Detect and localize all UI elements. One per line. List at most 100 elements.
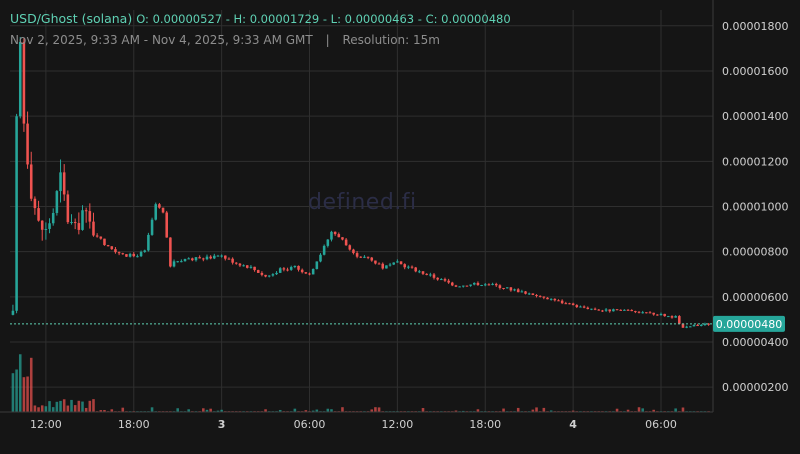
volume-bar xyxy=(48,401,51,412)
candle-body xyxy=(451,282,454,286)
candle-body xyxy=(77,223,81,230)
candle-body xyxy=(692,325,696,327)
candle-body xyxy=(256,270,260,273)
volume-bar xyxy=(99,410,103,412)
candle-body xyxy=(593,308,597,310)
y-tick-label: 0.00001600 xyxy=(722,65,788,78)
candle-body xyxy=(22,41,26,124)
candle-body xyxy=(582,306,586,308)
candle-body xyxy=(418,271,421,273)
chart-legend: USD/Ghost (solana) O: 0.00000527 - H: 0.… xyxy=(10,11,511,26)
candle-body xyxy=(245,265,249,268)
candle-body xyxy=(575,305,579,308)
candle-body xyxy=(549,298,553,300)
candle-body xyxy=(447,280,450,283)
volume-bar xyxy=(370,409,374,412)
volume-bar xyxy=(29,357,33,412)
candle-body xyxy=(132,253,136,257)
candle-body xyxy=(92,221,95,236)
candle-body xyxy=(114,249,117,253)
candle-body xyxy=(524,291,527,294)
volume-bar xyxy=(92,399,95,412)
candle-body xyxy=(432,274,436,278)
candle-body xyxy=(139,251,143,257)
candle-body xyxy=(370,257,374,261)
candle-body xyxy=(564,303,568,305)
candle-body xyxy=(407,266,410,268)
candle-body xyxy=(70,222,73,224)
candle-body xyxy=(103,238,106,246)
candle-body xyxy=(348,245,352,250)
candle-body xyxy=(158,204,161,208)
candle-body xyxy=(73,222,77,224)
volume-bar xyxy=(51,407,55,412)
volume-bar xyxy=(264,409,267,412)
candle-body xyxy=(615,309,619,311)
volume-bar xyxy=(315,409,319,412)
volume-bar xyxy=(33,405,37,412)
candle-body xyxy=(608,309,612,312)
volume-bar xyxy=(77,400,81,412)
candle-body xyxy=(531,293,535,295)
candle-body xyxy=(282,268,286,270)
candle-body xyxy=(169,237,172,267)
candle-body xyxy=(674,316,677,318)
volume-bar xyxy=(66,405,70,412)
x-tick-label: 06:00 xyxy=(294,418,326,431)
candle-body xyxy=(652,312,655,315)
volume-bar xyxy=(454,410,458,412)
resolution: Resolution: 15m xyxy=(342,33,440,47)
volume-bar xyxy=(421,408,425,412)
candle-body xyxy=(18,41,22,117)
candle-body xyxy=(304,272,308,274)
candle-body xyxy=(289,267,293,270)
candle-body xyxy=(597,309,601,311)
candle-body xyxy=(337,234,341,238)
volume-bar xyxy=(374,407,377,412)
candle-body xyxy=(220,255,223,257)
candle-body xyxy=(249,266,253,268)
candle-body xyxy=(494,283,498,286)
candle-body xyxy=(542,296,546,298)
x-tick-label: 06:00 xyxy=(645,418,677,431)
candle-body xyxy=(326,239,330,246)
x-tick-label: 12:00 xyxy=(30,418,62,431)
candle-body xyxy=(172,261,176,267)
volume-bar xyxy=(681,407,685,412)
candle-body xyxy=(648,312,652,314)
candles xyxy=(11,37,710,329)
y-tick-label: 0.00001000 xyxy=(722,200,788,213)
volume-bar xyxy=(110,409,114,412)
candle-body xyxy=(685,326,688,328)
volume-bars xyxy=(11,354,710,412)
candle-body xyxy=(333,231,337,235)
candle-body xyxy=(125,254,128,257)
volume-bar xyxy=(531,409,535,412)
candle-body xyxy=(15,116,18,311)
chart-subtitle: Nov 2, 2025, 9:33 AM - Nov 4, 2025, 9:33… xyxy=(10,33,440,47)
grid xyxy=(10,10,713,412)
volume-bar xyxy=(22,377,26,412)
candle-body xyxy=(483,284,487,286)
candle-body xyxy=(26,123,29,165)
x-tick-label: 3 xyxy=(218,418,226,431)
volume-bar xyxy=(187,409,190,412)
y-tick-label: 0.00001400 xyxy=(722,110,788,123)
volume-bar xyxy=(73,405,77,412)
volume-bar xyxy=(476,409,480,412)
candle-body xyxy=(571,303,575,306)
candle-body xyxy=(579,306,582,308)
candle-body xyxy=(51,212,55,224)
volume-bar xyxy=(11,373,15,412)
volume-bar xyxy=(121,407,125,412)
candle-body xyxy=(670,316,674,318)
candle-body xyxy=(48,223,51,229)
volume-bar xyxy=(176,408,179,412)
candle-body xyxy=(224,255,227,259)
candle-body xyxy=(465,285,469,287)
candle-body xyxy=(147,234,150,251)
y-tick-label: 0.00000400 xyxy=(722,336,788,349)
candle-body xyxy=(568,303,571,305)
candle-body xyxy=(286,269,289,271)
volume-bar xyxy=(103,410,106,412)
